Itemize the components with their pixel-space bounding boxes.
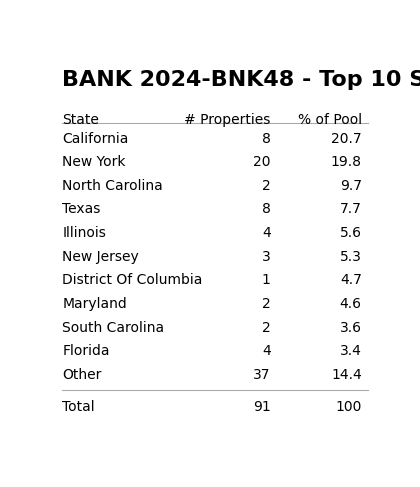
Text: 91: 91 xyxy=(253,400,270,414)
Text: # Properties: # Properties xyxy=(184,113,270,127)
Text: 8: 8 xyxy=(262,203,270,216)
Text: New Jersey: New Jersey xyxy=(62,250,139,263)
Text: 4: 4 xyxy=(262,344,270,358)
Text: 7.7: 7.7 xyxy=(340,203,362,216)
Text: New York: New York xyxy=(62,155,126,169)
Text: Texas: Texas xyxy=(62,203,101,216)
Text: South Carolina: South Carolina xyxy=(62,320,164,335)
Text: North Carolina: North Carolina xyxy=(62,179,163,193)
Text: 4.7: 4.7 xyxy=(340,273,362,287)
Text: 2: 2 xyxy=(262,320,270,335)
Text: 1: 1 xyxy=(262,273,270,287)
Text: 14.4: 14.4 xyxy=(331,368,362,382)
Text: Florida: Florida xyxy=(62,344,110,358)
Text: 5.6: 5.6 xyxy=(340,226,362,240)
Text: BANK 2024-BNK48 - Top 10 States: BANK 2024-BNK48 - Top 10 States xyxy=(62,70,420,90)
Text: 20.7: 20.7 xyxy=(331,131,362,146)
Text: 19.8: 19.8 xyxy=(331,155,362,169)
Text: 3.4: 3.4 xyxy=(340,344,362,358)
Text: California: California xyxy=(62,131,129,146)
Text: % of Pool: % of Pool xyxy=(298,113,362,127)
Text: Maryland: Maryland xyxy=(62,297,127,311)
Text: Illinois: Illinois xyxy=(62,226,106,240)
Text: 2: 2 xyxy=(262,297,270,311)
Text: District Of Columbia: District Of Columbia xyxy=(62,273,202,287)
Text: State: State xyxy=(62,113,99,127)
Text: Other: Other xyxy=(62,368,102,382)
Text: 5.3: 5.3 xyxy=(340,250,362,263)
Text: 8: 8 xyxy=(262,131,270,146)
Text: Total: Total xyxy=(62,400,95,414)
Text: 9.7: 9.7 xyxy=(340,179,362,193)
Text: 4: 4 xyxy=(262,226,270,240)
Text: 2: 2 xyxy=(262,179,270,193)
Text: 3.6: 3.6 xyxy=(340,320,362,335)
Text: 37: 37 xyxy=(253,368,270,382)
Text: 20: 20 xyxy=(253,155,270,169)
Text: 100: 100 xyxy=(335,400,362,414)
Text: 3: 3 xyxy=(262,250,270,263)
Text: 4.6: 4.6 xyxy=(340,297,362,311)
